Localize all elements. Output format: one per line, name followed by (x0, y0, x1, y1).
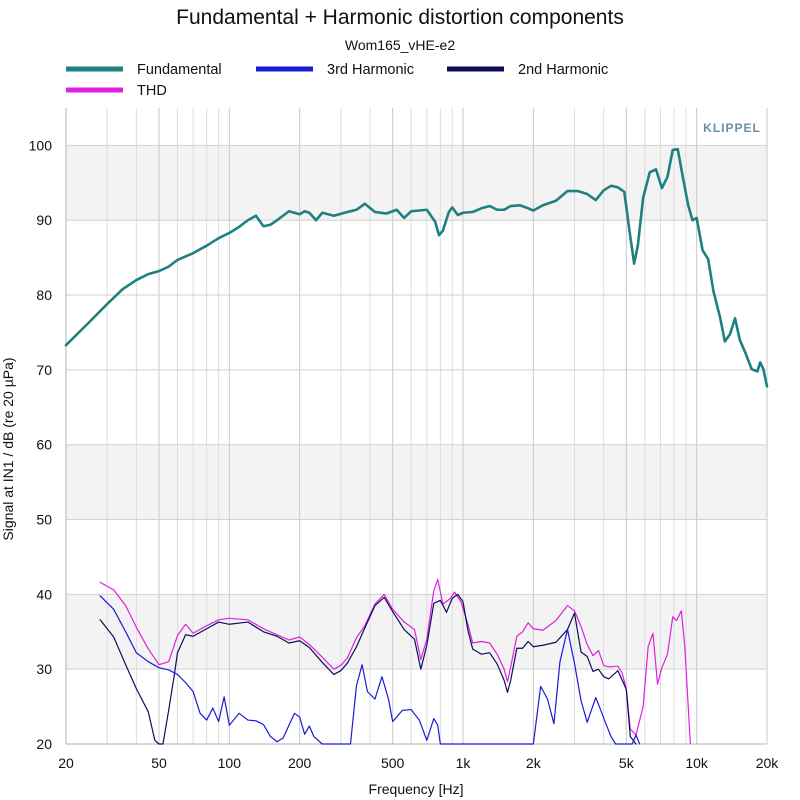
x-tick-label: 200 (288, 755, 312, 771)
legend-label-2nd-harmonic: 2nd Harmonic (518, 62, 608, 78)
x-tick-label: 2k (526, 755, 542, 771)
plot-band (66, 145, 767, 221)
y-tick-label: 100 (29, 137, 53, 153)
x-axis-ticks: 20 50 100 200 500 1k 2k 5k 10k 20k (58, 755, 779, 771)
legend: Fundamental 3rd Harmonic 2nd Harmonic THD (66, 62, 608, 99)
y-tick-label: 30 (36, 661, 52, 677)
x-tick-label: 50 (151, 755, 167, 771)
grid (65, 108, 768, 745)
series-line-thd (99, 578, 691, 745)
series-line-fundamental (64, 147, 769, 388)
y-tick-label: 80 (36, 287, 52, 303)
y-tick-label: 60 (36, 437, 52, 453)
x-tick-label: 500 (381, 755, 405, 771)
plot-background (66, 108, 767, 744)
legend-label-fundamental: Fundamental (137, 62, 222, 78)
series-lines (64, 147, 769, 745)
y-tick-label: 50 (36, 512, 52, 528)
x-tick-label: 20 (58, 755, 74, 771)
x-tick-label: 5k (619, 755, 635, 771)
plot-band (66, 444, 767, 520)
chart-title: Fundamental + Harmonic distortion compon… (176, 6, 624, 29)
x-tick-label: 20k (756, 755, 780, 771)
series-line-3rd-harmonic (99, 595, 641, 745)
y-axis-ticks: 20 30 40 50 60 70 80 90 100 (29, 137, 53, 752)
klippel-logo: KLIPPEL (703, 121, 761, 135)
x-tick-label: 10k (685, 755, 709, 771)
legend-label-thd: THD (137, 83, 167, 99)
chart-subtitle: Wom165_vHE-e2 (345, 37, 455, 53)
y-tick-label: 40 (36, 586, 52, 602)
plot-band (66, 594, 767, 670)
x-tick-label: 100 (218, 755, 242, 771)
y-tick-label: 20 (36, 736, 52, 752)
x-tick-label: 1k (456, 755, 472, 771)
y-tick-label: 90 (36, 212, 52, 228)
x-axis-label: Frequency [Hz] (369, 781, 464, 797)
y-tick-label: 70 (36, 362, 52, 378)
y-axis-label: Signal at IN1 / dB (re 20 µPa) (0, 357, 16, 540)
legend-label-3rd-harmonic: 3rd Harmonic (327, 62, 414, 78)
